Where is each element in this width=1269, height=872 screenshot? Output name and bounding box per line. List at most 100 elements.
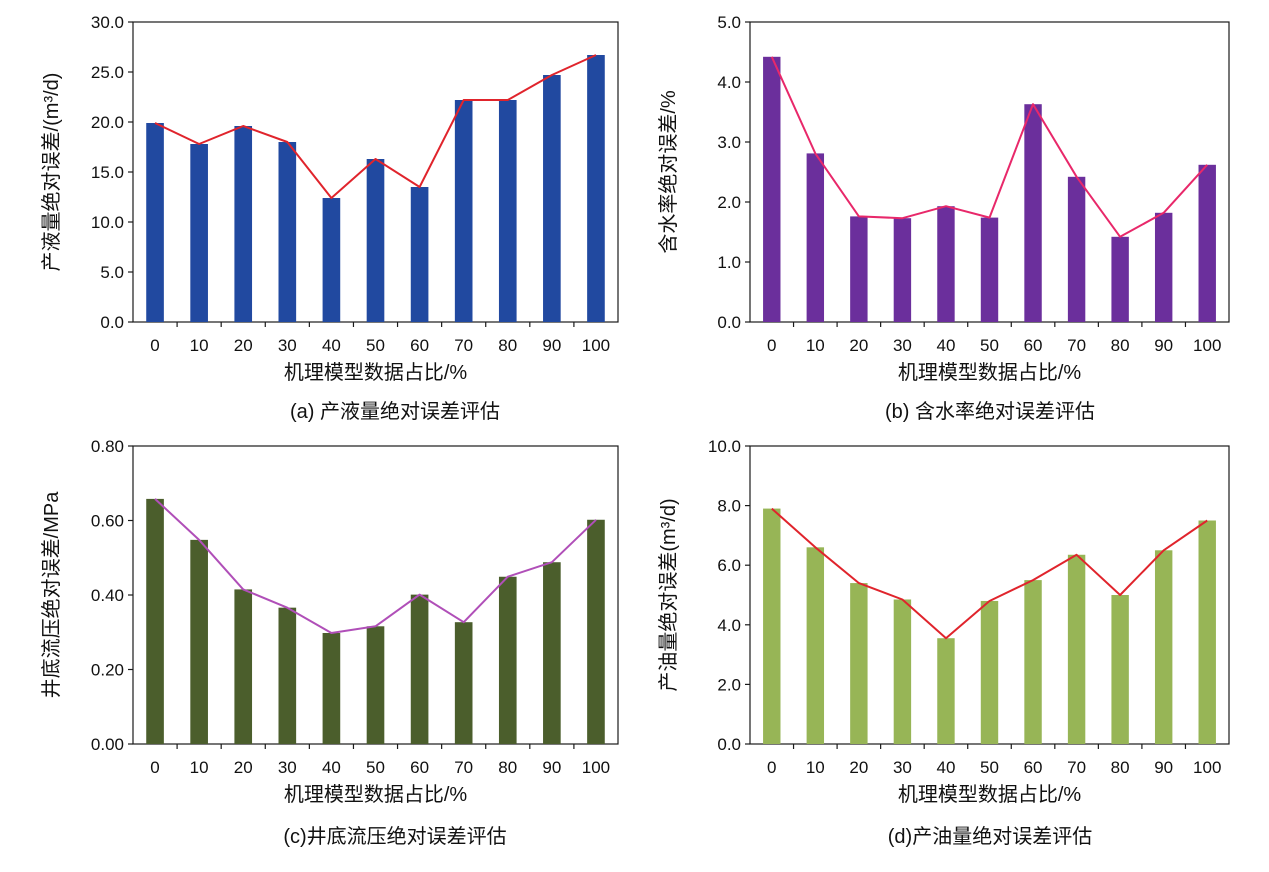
panel-b-bar [937, 206, 955, 322]
panel-b-x-tick-label: 40 [936, 336, 955, 355]
panel-a-bar [146, 123, 164, 322]
panel-a-y-tick-label: 25.0 [91, 63, 124, 82]
panel-d-x-tick-label: 100 [1193, 758, 1221, 777]
panel-d-x-tick-label: 50 [980, 758, 999, 777]
panel-c-y-tick-label: 0.60 [91, 512, 124, 531]
panel-c-bar [366, 626, 385, 744]
panel-d-x-tick-label: 30 [893, 758, 912, 777]
panel-a-x-tick-label: 10 [190, 336, 209, 355]
panel-a-bar [543, 75, 561, 322]
panel-d-bar [980, 600, 999, 744]
panel-b-bar [893, 218, 912, 322]
panel-d-y-axis-title: 产油量绝对误差(m³/d) [657, 498, 680, 691]
panel-c-bar [322, 632, 341, 744]
panel-b-y-tick-label: 1.0 [717, 253, 741, 272]
panel-d-bar [763, 508, 781, 744]
panel-c-y-tick-label: 0.40 [91, 586, 124, 605]
panel-b-bar [806, 153, 825, 322]
panel-b-y-tick-label: 4.0 [717, 73, 741, 92]
panel-c-x-axis-title: 机理模型数据占比/% [284, 783, 468, 806]
panel-d-bar [1111, 595, 1129, 744]
panel-d-bar [937, 638, 955, 744]
panel-a-bar [410, 187, 429, 322]
panel-a-bar [322, 198, 341, 322]
panel-d-x-tick-label: 90 [1154, 758, 1173, 777]
panel-a-x-axis-title: 机理模型数据占比/% [284, 361, 468, 384]
panel-b-bar [850, 216, 868, 322]
panel-c-bar [146, 498, 164, 744]
panel-a-bar [454, 100, 473, 322]
panel-b-x-tick-label: 100 [1193, 336, 1221, 355]
panel-a-y-tick-label: 10.0 [91, 213, 124, 232]
panel-a-x-tick-label: 20 [234, 336, 253, 355]
panel-c-bar [498, 576, 517, 744]
panel-a-caption: (a) 产液量绝对误差评估 [290, 400, 500, 423]
panel-b-y-tick-label: 0.0 [717, 313, 741, 332]
panel-a-trend-line [154, 54, 597, 199]
panel-c-x-tick-label: 50 [366, 758, 385, 777]
panel-a-x-tick-label: 100 [582, 336, 610, 355]
panel-b-y-tick-label: 3.0 [717, 133, 741, 152]
panel-d-x-tick-label: 80 [1111, 758, 1130, 777]
panel-d-x-tick-label: 0 [767, 758, 776, 777]
panel-a-y-tick-label: 5.0 [100, 263, 124, 282]
panel-a-y-tick-label: 20.0 [91, 113, 124, 132]
panel-c-bar [190, 539, 208, 744]
panel-b-y-tick-label: 5.0 [717, 13, 741, 32]
panel-a-bar [278, 142, 297, 322]
panel-b-x-tick-label: 90 [1154, 336, 1173, 355]
panel-d-bar [806, 547, 825, 744]
panel-d-bar [1198, 520, 1216, 744]
panel-d-x-tick-label: 10 [806, 758, 825, 777]
panel-c-y-tick-label: 0.20 [91, 661, 124, 680]
panel-a-x-tick-label: 50 [366, 336, 385, 355]
panel-d-x-tick-label: 70 [1067, 758, 1086, 777]
panel-c-x-tick-label: 100 [582, 758, 610, 777]
panel-c-x-tick-label: 0 [150, 758, 159, 777]
panel-a-x-tick-label: 40 [322, 336, 341, 355]
panel-c-bar [410, 594, 429, 744]
panel-c-x-tick-label: 80 [498, 758, 517, 777]
panel-c-bar [543, 562, 561, 744]
panel-b: 0.0 1.0 2.0 3.0 4.0 5.0 0 10 20 30 40 50 60 70 80 90 100… [657, 13, 1230, 384]
panel-d-y-tick-label: 6.0 [717, 556, 741, 575]
panel-b-bar [1198, 164, 1216, 322]
panel-d-y-tick-label: 2.0 [717, 675, 741, 694]
panel-a-y-tick-label: 30.0 [91, 13, 124, 32]
panel-b-bar [1024, 104, 1042, 322]
panel-d-trend-line [771, 507, 1208, 640]
panel-a-bar [587, 55, 605, 322]
panel-c-x-tick-label: 30 [278, 758, 297, 777]
panel-b-y-axis-title: 含水率绝对误差/% [657, 90, 680, 254]
panel-a-x-tick-label: 80 [498, 336, 517, 355]
panel-a: 0.0 5.0 10.0 15.0 20.0 25.0 30.0 0 10 20 30 40 50 60 7… [40, 13, 619, 384]
panel-c-caption: (c)井底流压绝对误差评估 [283, 825, 506, 848]
panel-d-y-tick-label: 8.0 [717, 497, 741, 516]
panel-d-x-tick-label: 60 [1024, 758, 1043, 777]
panel-d-y-tick-label: 10.0 [708, 437, 741, 456]
panel-d-y-tick-label: 0.0 [717, 735, 741, 754]
panel-a-x-tick-label: 0 [150, 336, 159, 355]
panel-a-bar [498, 100, 517, 322]
panel-c-x-tick-label: 60 [410, 758, 429, 777]
panel-b-x-tick-label: 70 [1067, 336, 1086, 355]
panel-c-x-tick-label: 20 [234, 758, 253, 777]
panel-b-bar [763, 56, 781, 323]
panel-a-x-tick-label: 60 [410, 336, 429, 355]
panel-b-bar [1111, 236, 1129, 322]
panel-b-y-tick-label: 2.0 [717, 193, 741, 212]
panel-d-x-tick-label: 20 [849, 758, 868, 777]
panel-a-x-tick-label: 70 [454, 336, 473, 355]
panel-b-x-tick-label: 80 [1111, 336, 1130, 355]
panel-b-x-tick-label: 20 [849, 336, 868, 355]
panel-a-y-tick-label: 15.0 [91, 163, 124, 182]
panel-d-bar [893, 599, 912, 744]
panel-d-x-tick-label: 40 [936, 758, 955, 777]
panel-d-bar [1067, 554, 1086, 744]
panel-a-bar [190, 144, 208, 322]
panel-a-x-tick-label: 30 [278, 336, 297, 355]
panel-b-x-tick-label: 30 [893, 336, 912, 355]
panel-b-trend-line [770, 56, 1208, 238]
